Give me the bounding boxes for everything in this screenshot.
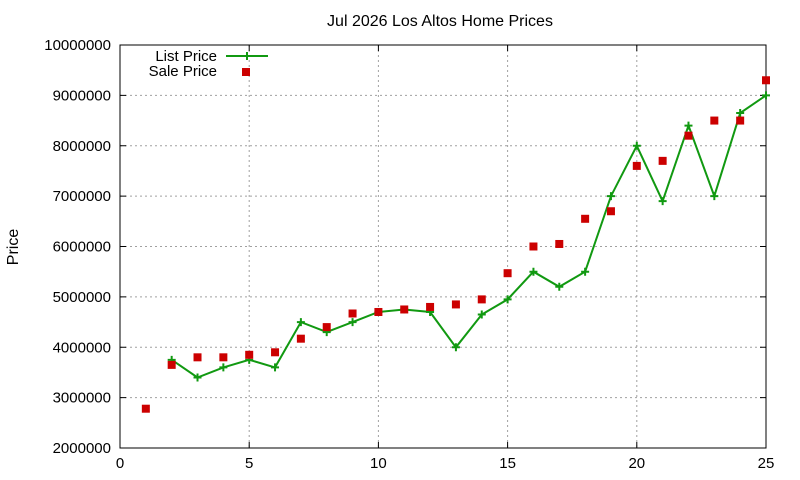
sale-price-point	[322, 323, 331, 332]
sale-price-point	[167, 360, 176, 369]
legend-label-list-price: List Price	[155, 48, 217, 65]
list-price-point	[529, 267, 538, 276]
list-price-point	[684, 121, 693, 130]
list-price-line	[171, 94, 767, 379]
sale-price-point	[581, 214, 590, 223]
series	[141, 76, 770, 413]
sale-price-point	[374, 307, 383, 316]
list-price-point	[477, 310, 486, 319]
sale-price-point	[477, 295, 486, 304]
sale-price-point	[245, 350, 254, 359]
list-price-point	[632, 141, 641, 150]
legend-marker-list-price	[243, 52, 251, 60]
legend-marker-sale-price	[242, 68, 250, 76]
list-price-point	[219, 363, 228, 372]
list-price-point	[710, 192, 719, 201]
sale-price-point	[632, 161, 641, 170]
list-price-point	[296, 318, 305, 327]
y-tick-label: 5000000	[53, 289, 111, 306]
list-price-point	[606, 192, 615, 201]
sale-price-point	[606, 207, 615, 216]
legend-label-sale-price: Sale Price	[149, 63, 217, 80]
grid	[120, 45, 766, 448]
y-tick-label: 10000000	[44, 37, 111, 54]
x-tick-label: 10	[370, 455, 387, 472]
y-tick-label: 8000000	[53, 138, 111, 155]
x-tick-label: 25	[758, 455, 775, 472]
list-price-point	[658, 197, 667, 206]
list-price-point	[503, 295, 512, 304]
list-price-point	[555, 282, 564, 291]
plot-frame	[119, 44, 767, 449]
sale-price-point	[400, 305, 409, 314]
list-price-point	[193, 373, 202, 382]
sale-price-point	[219, 353, 228, 362]
sale-price-point	[193, 353, 202, 362]
sale-price-point	[684, 131, 693, 140]
sale-price-point	[451, 300, 460, 309]
y-tick-label: 9000000	[53, 87, 111, 104]
y-tick-label: 4000000	[53, 339, 111, 356]
sale-price-point	[271, 348, 280, 357]
sale-price-point	[503, 269, 512, 278]
sale-price-point	[426, 302, 435, 311]
x-tick-label: 0	[116, 455, 124, 472]
y-tick-label: 6000000	[53, 239, 111, 256]
x-tick-label: 5	[245, 455, 253, 472]
axis-ticks: 0 5 10 15 20 25 2000000 3000000 4000000 5000000 60…	[44, 37, 774, 472]
sale-price-point	[296, 334, 305, 343]
x-tick-label: 20	[628, 455, 645, 472]
sale-price-point	[710, 116, 719, 125]
list-price-point	[736, 109, 745, 118]
sale-price-point	[529, 242, 538, 251]
list-price-point	[348, 318, 357, 327]
x-tick-label: 15	[499, 455, 516, 472]
sale-price-point	[658, 156, 667, 165]
chart-title: Jul 2026 Los Altos Home Prices	[327, 13, 553, 30]
sale-price-point	[555, 239, 564, 248]
sale-price-point	[348, 309, 357, 318]
sale-price-point	[736, 116, 745, 125]
y-tick-label: 7000000	[53, 188, 111, 205]
list-price-point	[451, 343, 460, 352]
list-price-point	[581, 267, 590, 276]
list-price-point	[762, 91, 770, 100]
y-tick-label: 3000000	[53, 390, 111, 407]
y-axis-label: Price	[5, 229, 22, 266]
sale-price-point	[141, 404, 150, 413]
list-price-point	[271, 363, 280, 372]
legend: List Price Sale Price	[149, 48, 268, 80]
y-tick-label: 2000000	[53, 440, 111, 457]
sale-price-point	[762, 76, 770, 85]
